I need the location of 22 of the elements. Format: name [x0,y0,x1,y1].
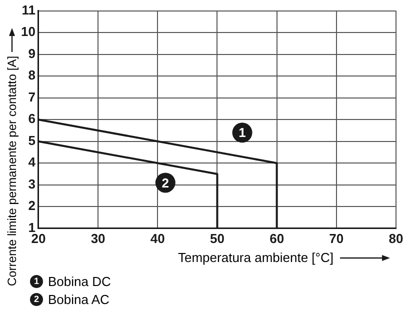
y-tick-label: 7 [28,89,36,104]
x-tick-label: 30 [90,230,106,246]
x-axis-title: Temperatura ambiente [°C] [178,250,334,265]
y-tick-label: 6 [28,111,36,126]
x-tick-label: 80 [388,230,404,246]
x-tick-label: 70 [329,230,344,246]
y-tick-label: 5 [28,132,36,148]
annotation: 1 [238,125,246,140]
y-tick-label: 2 [28,198,36,214]
x-tick-label: 50 [210,230,224,246]
legend-label: Bobina DC [48,274,111,288]
y-tick-label: 10 [20,24,36,40]
y-axis-title: Corrente limite permanente per contatto [A] [5,56,19,286]
annotation: 2 [162,175,170,190]
y-tick-label: 4 [28,154,36,170]
y-tick-label: 9 [28,46,36,61]
x-tick-label: 40 [150,230,165,246]
y-tick-label: 3 [28,176,36,192]
legend-label: Bobina AC [48,292,110,306]
y-tick-label: 8 [28,68,36,83]
x-tick-label: 60 [270,230,284,246]
y-tick-label: 11 [22,2,36,18]
